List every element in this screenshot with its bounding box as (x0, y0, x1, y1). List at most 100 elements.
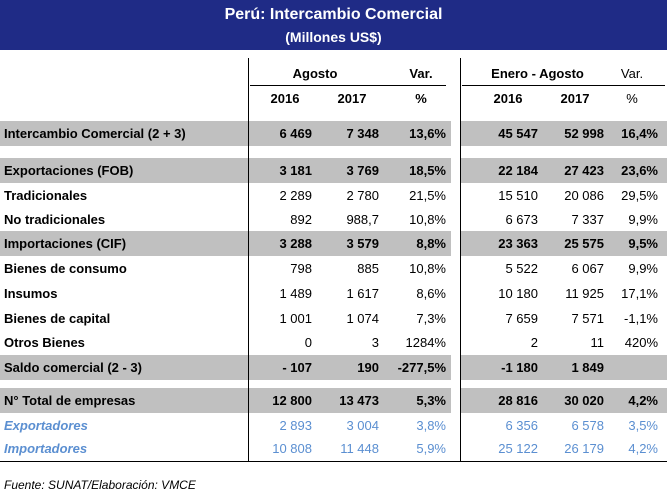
cell-enero-var: 3,5% (628, 418, 658, 433)
cell-enero-2016: 5 522 (505, 261, 538, 276)
table-bottom-rule (0, 461, 667, 462)
cell-enero-2016: 23 363 (498, 236, 538, 251)
cell-enero-2017: 7 337 (571, 212, 604, 227)
header-year-2016-agosto: 2016 (270, 91, 300, 106)
cell-agosto-2016: 3 288 (279, 236, 312, 251)
cell-enero-var: 9,9% (628, 261, 658, 276)
cell-agosto-2016: 892 (290, 212, 312, 227)
cell-agosto-2016: 2 893 (279, 418, 312, 433)
cell-enero-var: 4,2% (628, 441, 658, 456)
table-row: N° Total de empresas 12 800 13 473 5,3% … (0, 388, 667, 413)
row-label: Saldo comercial (2 - 3) (4, 360, 142, 375)
cell-agosto-2016: 1 001 (279, 311, 312, 326)
table-row: Bienes de capital 1 001 1 074 7,3% 7 659… (0, 306, 667, 331)
table-row: Insumos 1 489 1 617 8,6% 10 180 11 925 1… (0, 281, 667, 306)
header-underline-agosto (250, 85, 446, 86)
cell-agosto-var: 5,3% (416, 393, 446, 408)
cell-agosto-2017: 3 004 (346, 418, 379, 433)
table-row: Exportaciones (FOB) 3 181 3 769 18,5% 22… (0, 158, 667, 183)
cell-agosto-var: 8,6% (416, 286, 446, 301)
cell-agosto-var: 21,5% (409, 188, 446, 203)
cell-agosto-var: 8,8% (416, 236, 446, 251)
cell-enero-2016: 7 659 (505, 311, 538, 326)
table-row: Importadores 10 808 11 448 5,9% 25 122 2… (0, 436, 667, 461)
cell-agosto-2017: 3 769 (346, 163, 379, 178)
cell-enero-var: 17,1% (621, 286, 658, 301)
table-row: No tradicionales 892 988,7 10,8% 6 673 7… (0, 207, 667, 232)
cell-agosto-2017: 2 780 (346, 188, 379, 203)
table-row: Intercambio Comercial (2 + 3) 6 469 7 34… (0, 121, 667, 146)
cell-enero-2017: 25 575 (564, 236, 604, 251)
source-note: Fuente: SUNAT/Elaboración: VMCE (4, 478, 196, 492)
column-rule (460, 58, 461, 461)
cell-enero-2017: 7 571 (571, 311, 604, 326)
cell-agosto-2016: 2 289 (279, 188, 312, 203)
cell-agosto-2017: 885 (357, 261, 379, 276)
table-row: Otros Bienes 0 3 1284% 2 11 420% (0, 330, 667, 355)
cell-enero-2017: 52 998 (564, 126, 604, 141)
cell-agosto-2016: 798 (290, 261, 312, 276)
title-bar: Perú: Intercambio Comercial (Millones US… (0, 0, 667, 50)
row-label: N° Total de empresas (4, 393, 136, 408)
header-var-enero: Var. (620, 66, 644, 81)
row-label: Bienes de consumo (4, 261, 127, 276)
table-row: Saldo comercial (2 - 3) - 107 190 -277,5… (0, 355, 667, 380)
cell-agosto-var: 3,8% (416, 418, 446, 433)
cell-enero-var: 29,5% (621, 188, 658, 203)
cell-agosto-var: 18,5% (409, 163, 446, 178)
cell-enero-2017: 6 067 (571, 261, 604, 276)
cell-enero-2016: 2 (530, 335, 538, 350)
header-pct-enero: % (626, 91, 638, 106)
cell-agosto-2016: 0 (304, 335, 312, 350)
header-var-agosto: Var. (409, 66, 433, 81)
table-subtitle: (Millones US$) (285, 29, 382, 45)
cell-agosto-2016: 3 181 (279, 163, 312, 178)
table-row: Bienes de consumo 798 885 10,8% 5 522 6 … (0, 256, 667, 281)
row-label: Importadores (4, 441, 88, 456)
row-label: Exportaciones (FOB) (4, 163, 134, 178)
cell-enero-2016: 25 122 (498, 441, 538, 456)
cell-agosto-var: 10,8% (409, 212, 446, 227)
header-enero-agosto: Enero - Agosto (491, 66, 584, 81)
header-agosto: Agosto (292, 66, 338, 81)
cell-enero-var: 420% (624, 335, 658, 350)
cell-enero-2016: 22 184 (498, 163, 538, 178)
cell-enero-2016: 28 816 (498, 393, 538, 408)
cell-enero-var: 9,9% (628, 212, 658, 227)
cell-enero-2016: 45 547 (498, 126, 538, 141)
row-label: No tradicionales (4, 212, 106, 227)
cell-enero-2017: 11 (590, 335, 605, 350)
cell-agosto-var: 10,8% (409, 261, 446, 276)
cell-agosto-var: 13,6% (409, 126, 446, 141)
header-year-2017-enero: 2017 (560, 91, 590, 106)
cell-enero-2017: 6 578 (571, 418, 604, 433)
cell-agosto-2016: 10 808 (272, 441, 312, 456)
table-row: Exportadores 2 893 3 004 3,8% 6 356 6 57… (0, 413, 667, 438)
column-rule (248, 58, 249, 461)
cell-enero-2017: 27 423 (564, 163, 604, 178)
cell-enero-2017: 11 925 (565, 286, 604, 301)
cell-enero-var: 16,4% (621, 126, 658, 141)
cell-enero-2016: 6 673 (505, 212, 538, 227)
cell-enero-var: 9,5% (628, 236, 658, 251)
cell-enero-var: 23,6% (621, 163, 658, 178)
cell-enero-2016: 10 180 (498, 286, 538, 301)
cell-agosto-var: -277,5% (397, 360, 446, 375)
row-label: Bienes de capital (4, 311, 111, 326)
row-label: Insumos (4, 286, 58, 301)
cell-enero-2017: 1 849 (571, 360, 604, 375)
cell-agosto-2017: 3 (371, 335, 379, 350)
table-title: Perú: Intercambio Comercial (224, 6, 443, 23)
cell-agosto-var: 5,9% (416, 441, 446, 456)
row-label: Intercambio Comercial (2 + 3) (4, 126, 186, 141)
cell-agosto-2016: - 107 (282, 360, 312, 375)
cell-agosto-2016: 1 489 (279, 286, 312, 301)
cell-agosto-2017: 1 074 (346, 311, 379, 326)
cell-agosto-var: 7,3% (416, 311, 446, 326)
cell-enero-2017: 30 020 (564, 393, 604, 408)
row-label: Exportadores (4, 418, 88, 433)
cell-agosto-2017: 11 448 (340, 441, 379, 456)
cell-enero-var: -1,1% (624, 311, 658, 326)
cell-enero-2017: 26 179 (564, 441, 604, 456)
